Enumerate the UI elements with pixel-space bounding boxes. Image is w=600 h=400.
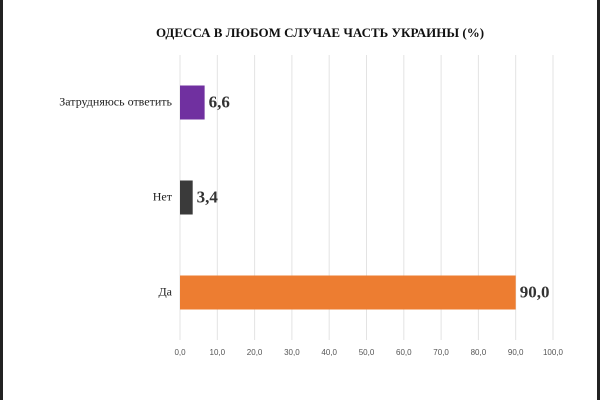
x-tick-label: 30,0 bbox=[284, 348, 300, 357]
x-tick-label: 50,0 bbox=[359, 348, 375, 357]
x-tick-label: 80,0 bbox=[471, 348, 487, 357]
x-tick-label: 100,0 bbox=[543, 348, 564, 357]
y-tick-label: Затрудняюсь ответить bbox=[59, 94, 172, 108]
x-tick-label: 60,0 bbox=[396, 348, 412, 357]
bar bbox=[180, 85, 205, 120]
x-tick-label: 20,0 bbox=[247, 348, 263, 357]
right-edge bbox=[597, 0, 600, 400]
chart-title: ОДЕССА В ЛЮБОМ СЛУЧАЕ ЧАСТЬ УКРАИНЫ (%) bbox=[156, 25, 484, 40]
x-tick-label: 10,0 bbox=[210, 348, 226, 357]
x-tick-label: 0,0 bbox=[174, 348, 186, 357]
x-tick-label: 90,0 bbox=[508, 348, 524, 357]
y-tick-label: Нет bbox=[153, 189, 173, 203]
value-label: 6,6 bbox=[209, 92, 230, 111]
y-tick-label: Да bbox=[158, 284, 172, 298]
x-tick-label: 70,0 bbox=[433, 348, 449, 357]
left-edge bbox=[0, 0, 3, 400]
value-label: 3,4 bbox=[197, 187, 219, 206]
bar bbox=[180, 180, 193, 215]
x-tick-label: 40,0 bbox=[321, 348, 337, 357]
value-label: 90,0 bbox=[520, 282, 550, 301]
bar bbox=[180, 275, 516, 310]
